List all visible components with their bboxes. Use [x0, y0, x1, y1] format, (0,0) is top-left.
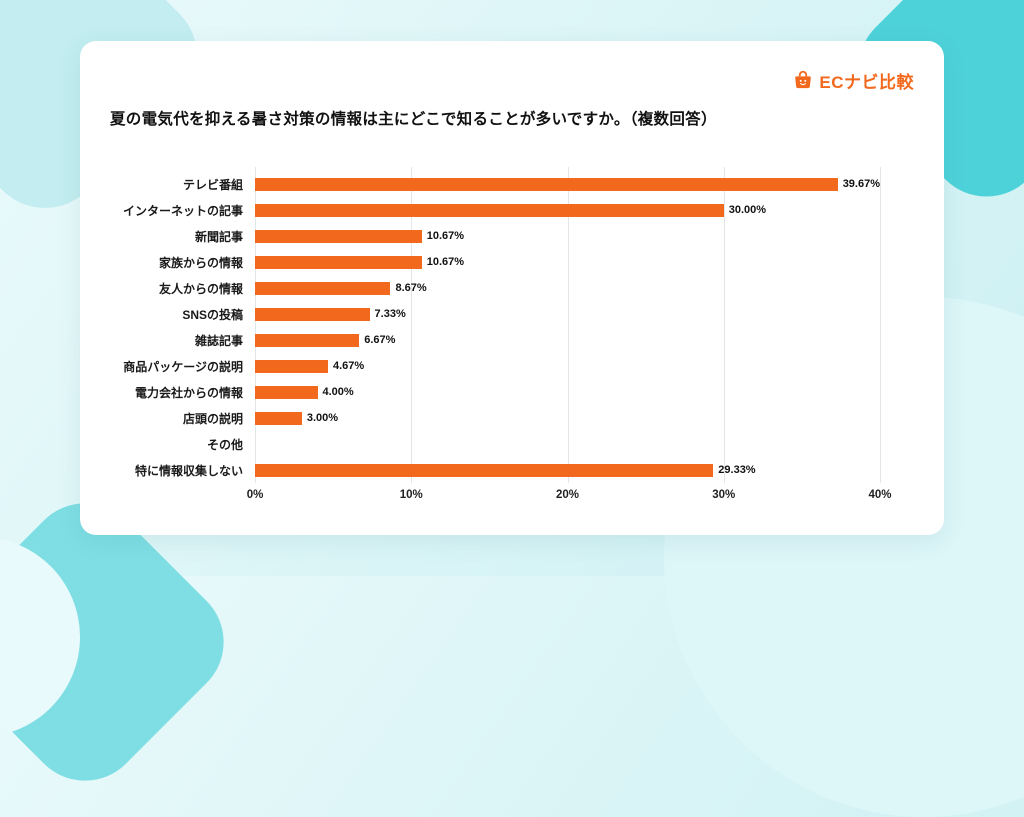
shopping-bag-icon — [792, 69, 814, 91]
ecnavi-logo: ECナビ比較 — [792, 68, 914, 93]
bar-track: 29.33% — [255, 463, 880, 477]
value-label: 3.00% — [306, 412, 339, 424]
value-label: 10.67% — [426, 256, 465, 268]
bar-track — [255, 438, 880, 451]
chart-row: その他 — [110, 431, 914, 457]
category-label: 新聞記事 — [194, 229, 243, 244]
x-tick-label: 20% — [555, 489, 580, 501]
x-tick-label: 0% — [246, 489, 264, 501]
bar-track: 7.33% — [255, 307, 880, 321]
chart-row: 新聞記事 10.67% — [110, 223, 914, 249]
bar — [255, 255, 422, 269]
bar — [255, 281, 391, 295]
bar-track: 8.67% — [255, 281, 880, 295]
chart-row: 商品パッケージの説明 4.67% — [110, 353, 914, 379]
category-label: その他 — [206, 437, 243, 452]
chart-row: SNSの投稿 7.33% — [110, 301, 914, 327]
bar-track: 3.00% — [255, 411, 880, 425]
bar — [255, 229, 422, 243]
value-label: 7.33% — [374, 308, 406, 320]
bar-track: 10.67% — [255, 255, 880, 269]
x-tick-label: 30% — [712, 489, 736, 501]
category-label: テレビ番組 — [182, 177, 243, 192]
bar — [255, 203, 724, 217]
category-label: SNSの投稿 — [182, 307, 243, 322]
value-label: 8.67% — [395, 282, 427, 294]
bar-track: 39.67% — [255, 177, 880, 191]
value-label: 6.67% — [364, 334, 396, 346]
category-label: 電力会社からの情報 — [134, 385, 243, 400]
category-label: インターネットの記事 — [122, 203, 243, 218]
value-label: 39.67% — [842, 178, 880, 190]
category-label: 雑誌記事 — [194, 333, 243, 348]
gridline — [255, 167, 256, 483]
bar-track: 6.67% — [255, 333, 880, 347]
bar-track: 4.00% — [255, 385, 880, 399]
x-axis: 0% 10% 20% 30% 40% — [247, 489, 892, 511]
bar — [255, 307, 370, 321]
category-label: 商品パッケージの説明 — [123, 359, 243, 374]
bar — [255, 463, 714, 477]
chart-row: 雑誌記事 6.67% — [110, 327, 914, 353]
gridline — [567, 167, 569, 483]
bar — [255, 359, 328, 373]
x-tick-label: 40% — [868, 489, 892, 501]
chart-row: 友人からの情報 8.67% — [110, 275, 914, 301]
bar — [255, 333, 360, 347]
bar — [255, 177, 838, 191]
x-tick-label: 10% — [399, 489, 423, 501]
chart-row: テレビ番組 39.67% — [110, 171, 914, 197]
chart-row: 特に情報収集しない 29.33% — [110, 457, 914, 483]
plot-area: テレビ番組 39.67% インターネットの記事 30.00% 新聞記事 10.67% 家族か… — [110, 167, 914, 483]
value-label: 29.33% — [718, 464, 756, 476]
bar — [255, 411, 302, 425]
value-label: 4.00% — [322, 386, 354, 398]
chart-card: ECナビ比較 夏の電気代を抑える暑さ対策の情報は主にどこで知ることが多いですか。… — [80, 41, 944, 535]
gridline — [411, 167, 413, 483]
value-label: 30.00% — [728, 204, 767, 216]
gridlines — [255, 167, 881, 483]
logo-text: ECナビ比較 — [819, 72, 914, 92]
chart-row: 電力会社からの情報 4.00% — [110, 379, 914, 405]
gridline — [880, 167, 881, 483]
bar-track: 4.67% — [255, 359, 880, 373]
chart-rows: テレビ番組 39.67% インターネットの記事 30.00% 新聞記事 10.67% 家族か… — [110, 171, 914, 483]
bar-track: 10.67% — [255, 229, 880, 243]
bar-track: 30.00% — [255, 203, 880, 217]
chart-row: インターネットの記事 30.00% — [110, 197, 914, 223]
value-label: 4.67% — [332, 360, 365, 372]
category-label: 家族からの情報 — [158, 255, 243, 270]
chart-title: 夏の電気代を抑える暑さ対策の情報は主にどこで知ることが多いですか。（複数回答） — [110, 111, 717, 128]
chart-row: 家族からの情報 10.67% — [110, 249, 914, 275]
chart-row: 店頭の説明 3.00% — [110, 405, 914, 431]
bar — [255, 385, 318, 399]
category-label: 店頭の説明 — [182, 411, 243, 426]
category-label: 友人からの情報 — [158, 281, 243, 296]
value-label: 10.67% — [426, 230, 465, 242]
gridline — [723, 167, 725, 483]
category-label: 特に情報収集しない — [134, 463, 243, 478]
bar-chart: テレビ番組 39.67% インターネットの記事 30.00% 新聞記事 10.67% 家族か… — [110, 167, 914, 511]
logo-row: ECナビ比較 — [110, 67, 914, 93]
